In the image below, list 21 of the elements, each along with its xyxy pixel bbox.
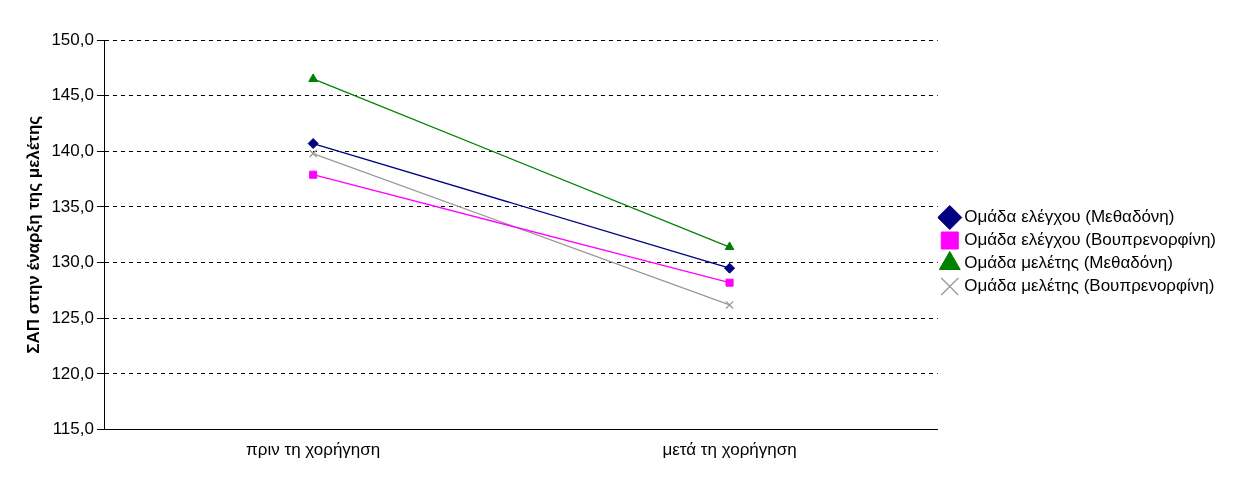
point [725, 300, 734, 310]
y-tick-label: 115,0 [52, 419, 94, 439]
point [308, 149, 318, 158]
y-tick-label: 150,0 [51, 29, 94, 49]
legend-label: Ομάδα ελέγχου (Μεθαδόνη) [964, 207, 1175, 227]
point [725, 278, 734, 287]
legend-label: Ομάδα μελέτης (Μεθαδόνη) [964, 253, 1173, 273]
x-tick-label: μετά τη χορήγηση [662, 440, 797, 460]
y-tick-label: 120,0 [51, 363, 94, 383]
legend-label: Ομάδα ελέγχου (Βουπρενορφίνη) [964, 230, 1216, 250]
y-tick-label: 140,0 [51, 141, 94, 160]
y-tick-label: 130,0 [51, 252, 94, 272]
legend-label: Ομάδα μελέτης (Βουπρενορφίνη) [964, 276, 1215, 296]
point [724, 262, 736, 274]
y-tick-label: 125,0 [51, 307, 94, 327]
y-tick-label: 135,0 [51, 196, 94, 216]
y-axis-title: ΣΑΠ στην έναρξη της μελέτης [23, 115, 43, 354]
y-tick-label: 145,0 [51, 85, 94, 105]
point [307, 138, 319, 150]
x-tick-label: πριν τη χορήγηση [246, 440, 381, 460]
point [309, 170, 318, 179]
